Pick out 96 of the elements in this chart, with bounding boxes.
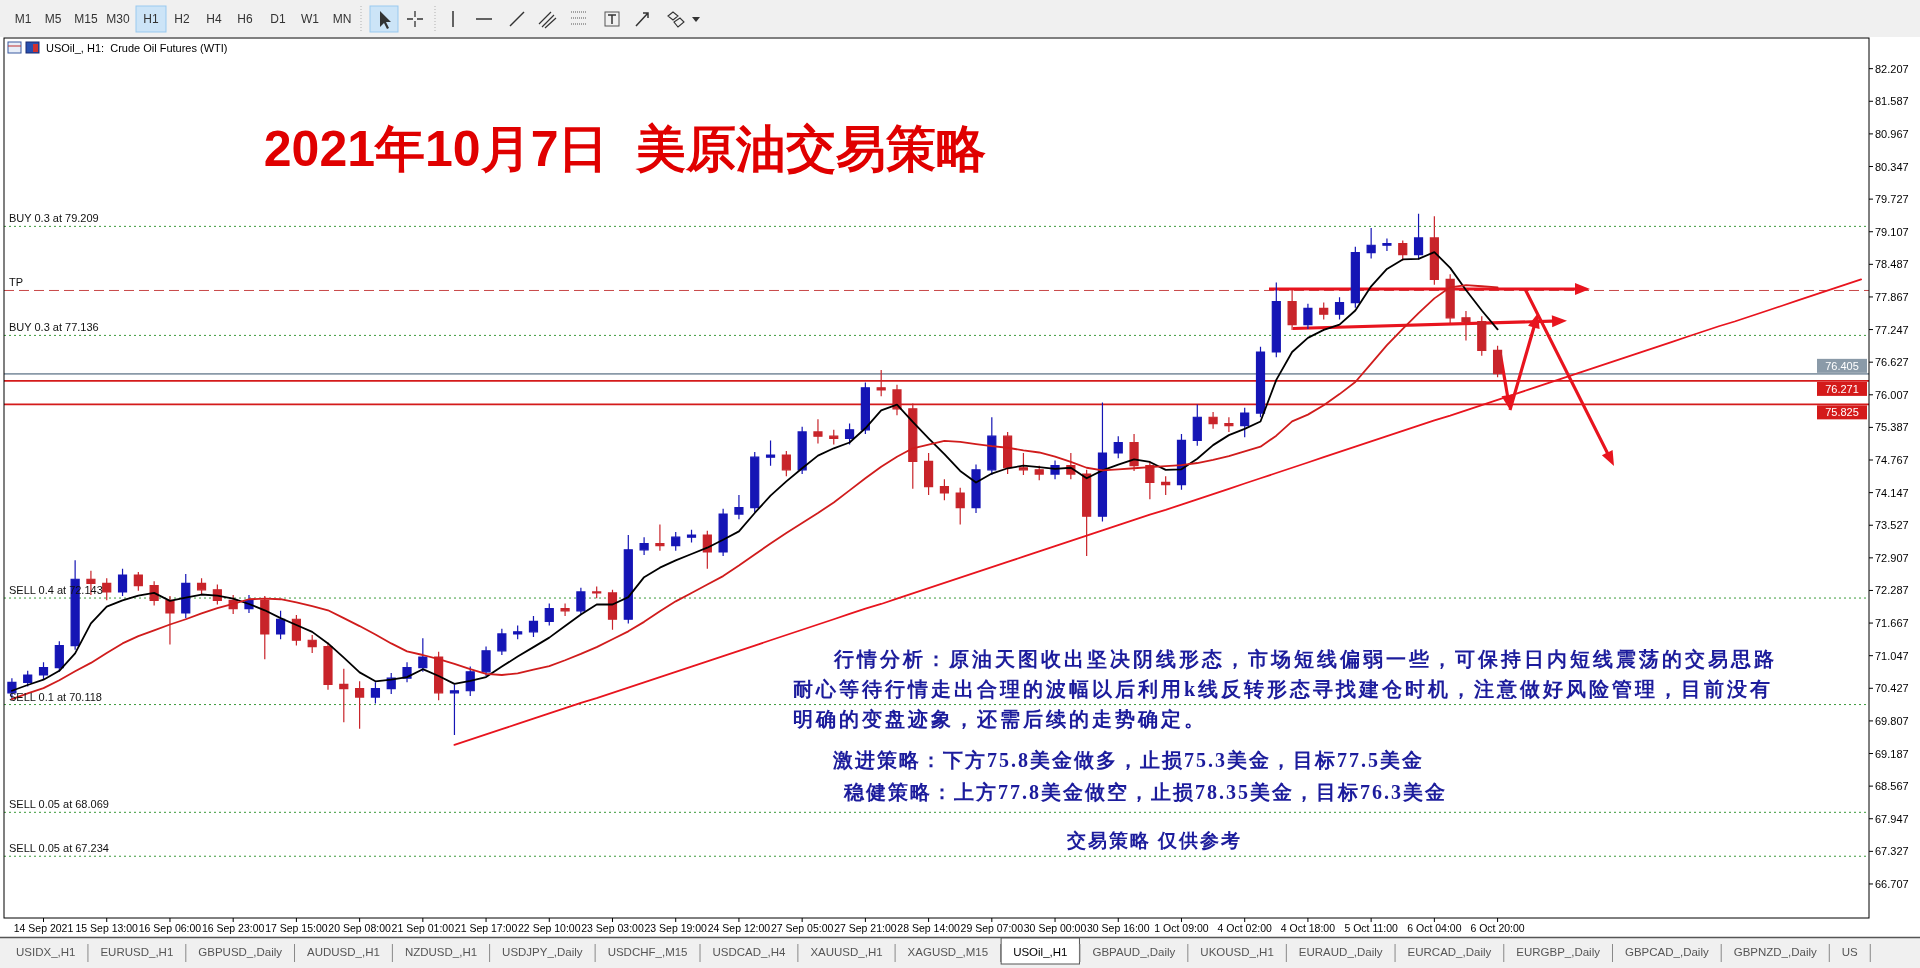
annotation: 激进策略：下方75.8美金做多，止损75.3美金，目标77.5美金 bbox=[832, 749, 1424, 771]
x-tick-label: 23 Sep 19:00 bbox=[644, 922, 708, 934]
text: EURCAD_,Daily bbox=[1407, 946, 1492, 958]
text: USDCHF_,M15 bbox=[607, 946, 688, 958]
y-tick-label: 79.107 bbox=[1875, 225, 1909, 238]
y-tick-label: 67.947 bbox=[1875, 812, 1909, 825]
text: GBPNZD_,Daily bbox=[1733, 946, 1818, 958]
annotation: 明确的变盘迹象，还需后续的走势确定。 bbox=[793, 708, 1207, 730]
y-tick-label: 77.867 bbox=[1875, 290, 1909, 303]
text: H2 bbox=[174, 12, 190, 26]
text: M5 bbox=[44, 12, 62, 26]
text: GBPCAD_,Daily bbox=[1624, 946, 1709, 958]
annotation: 行情分析：原油天图收出坚决阴线形态，市场短线偏弱一些，可保持日内短线震荡的交易思路 bbox=[833, 648, 1777, 670]
y-tick-label: 69.807 bbox=[1875, 714, 1909, 727]
y-tick-label: 76.627 bbox=[1875, 356, 1909, 369]
annotation: 耐心等待行情走出合理的波幅以后利用k线反转形态寻找建仓时机，注意做好风险管理，目前没有 bbox=[793, 678, 1774, 700]
x-tick-label: 17 Sep 15:00 bbox=[265, 922, 328, 934]
y-tick-label: 79.727 bbox=[1875, 193, 1909, 206]
text: AUDUSD_,H1 bbox=[307, 946, 380, 958]
text: H4 bbox=[206, 12, 222, 26]
chart-subtitle: USOil_, H1: Crude Oil Futures (WTI) bbox=[46, 42, 228, 54]
text: US bbox=[1841, 946, 1859, 958]
y-tick-label: 81.587 bbox=[1875, 95, 1909, 108]
text: GBPUSD_,Daily bbox=[198, 946, 283, 958]
x-tick-label: 5 Oct 11:00 bbox=[1344, 922, 1399, 934]
y-tick-label: 71.047 bbox=[1875, 649, 1909, 662]
x-tick-label: 1 Oct 09:00 bbox=[1154, 922, 1209, 934]
y-tick-label: 74.147 bbox=[1875, 486, 1909, 499]
text: UKOUSD_,H1 bbox=[1200, 946, 1274, 958]
x-tick-label: 27 Sep 05:00 bbox=[770, 922, 834, 934]
text: M1 bbox=[14, 12, 32, 26]
text: W1 bbox=[301, 12, 320, 26]
y-tick-label: 66.707 bbox=[1875, 877, 1909, 890]
y-tick-label: 68.567 bbox=[1875, 780, 1909, 793]
x-tick-label: 6 Oct 20:00 bbox=[1470, 922, 1525, 934]
text: XAUUSD_,H1 bbox=[810, 946, 883, 958]
x-tick-label: 4 Oct 18:00 bbox=[1280, 922, 1336, 934]
y-tick-label: 78.487 bbox=[1875, 258, 1909, 271]
x-tick-label: 23 Sep 03:00 bbox=[581, 922, 644, 934]
x-tick-label: 30 Sep 00:00 bbox=[1023, 922, 1087, 934]
annotation: 稳健策略：上方77.8美金做空，止损78.35美金，目标76.3美金 bbox=[843, 781, 1447, 803]
text: USDCAD_,H4 bbox=[712, 946, 786, 958]
y-tick-label: 74.767 bbox=[1875, 454, 1909, 467]
y-tick-label: 73.527 bbox=[1875, 519, 1909, 532]
x-tick-label: 21 Sep 17:00 bbox=[454, 922, 518, 934]
text: USIDX_,H1 bbox=[16, 946, 76, 958]
y-tick-label: 76.007 bbox=[1875, 388, 1909, 401]
x-tick-label: 29 Sep 07:00 bbox=[960, 922, 1024, 934]
x-tick-label: 24 Sep 12:00 bbox=[707, 922, 771, 934]
text: EURAUD_,Daily bbox=[1298, 946, 1383, 958]
text: NZDUSD_,H1 bbox=[404, 946, 478, 958]
x-tick-label: 4 Oct 02:00 bbox=[1217, 922, 1272, 934]
text: H1 bbox=[143, 12, 159, 26]
y-tick-label: 69.187 bbox=[1875, 747, 1909, 760]
y-tick-label: 67.327 bbox=[1875, 845, 1909, 858]
text: EURUSD_,H1 bbox=[100, 946, 174, 958]
text: USOil_,H1 bbox=[1013, 946, 1068, 958]
text: 2021年10月7日 美原油交易策略 bbox=[263, 121, 987, 177]
x-tick-label: 22 Sep 10:00 bbox=[518, 922, 581, 934]
x-tick-label: 27 Sep 21:00 bbox=[834, 922, 897, 934]
x-tick-label: 16 Sep 06:00 bbox=[138, 922, 202, 934]
text: D1 bbox=[270, 12, 286, 26]
y-tick-label: 72.287 bbox=[1875, 584, 1909, 597]
y-tick-label: 70.427 bbox=[1875, 682, 1909, 695]
x-tick-label: 21 Sep 01:00 bbox=[391, 922, 455, 934]
ref-line-label: 75.825 bbox=[1825, 406, 1859, 419]
ref-line-label: SELL 0.05 at 67.234 bbox=[9, 842, 109, 855]
x-tick-label: 28 Sep 14:00 bbox=[897, 922, 960, 934]
x-tick-label: 15 Sep 13:00 bbox=[75, 922, 139, 934]
text: GBPAUD_,Daily bbox=[1092, 946, 1176, 958]
y-tick-label: 77.247 bbox=[1875, 323, 1909, 336]
y-tick-label: 80.347 bbox=[1875, 160, 1909, 173]
text: M15 bbox=[74, 12, 98, 26]
y-tick-label: 75.387 bbox=[1875, 421, 1909, 434]
ref-line-label: SELL 0.05 at 68.069 bbox=[9, 798, 109, 811]
ref-line-label: BUY 0.3 at 77.136 bbox=[9, 321, 99, 334]
ref-line-label: 76.271 bbox=[1825, 382, 1859, 395]
text: M30 bbox=[106, 12, 130, 26]
x-tick-label: 30 Sep 16:00 bbox=[1087, 922, 1150, 934]
x-tick-label: 14 Sep 2021 bbox=[13, 922, 74, 934]
y-tick-label: 71.667 bbox=[1875, 617, 1909, 630]
y-tick-label: 72.907 bbox=[1875, 551, 1909, 564]
x-tick-label: 16 Sep 23:00 bbox=[201, 922, 265, 934]
ref-line-label: BUY 0.3 at 79.209 bbox=[9, 212, 99, 225]
y-tick-label: 82.207 bbox=[1875, 62, 1909, 75]
text: MN bbox=[332, 12, 352, 26]
text: USDJPY_,Daily bbox=[502, 946, 583, 958]
x-tick-label: 6 Oct 04:00 bbox=[1407, 922, 1462, 934]
ref-line-label: 76.405 bbox=[1825, 359, 1859, 372]
text: XAGUSD_,M15 bbox=[907, 946, 989, 958]
annotation: 交易策略 仅供参考 bbox=[1066, 830, 1242, 851]
y-tick-label: 80.967 bbox=[1875, 127, 1909, 140]
text: EURGBP_,Daily bbox=[1516, 946, 1601, 958]
x-tick-label: 20 Sep 08:00 bbox=[328, 922, 391, 934]
ref-line-label: TP bbox=[9, 276, 24, 289]
text: H6 bbox=[237, 12, 253, 26]
